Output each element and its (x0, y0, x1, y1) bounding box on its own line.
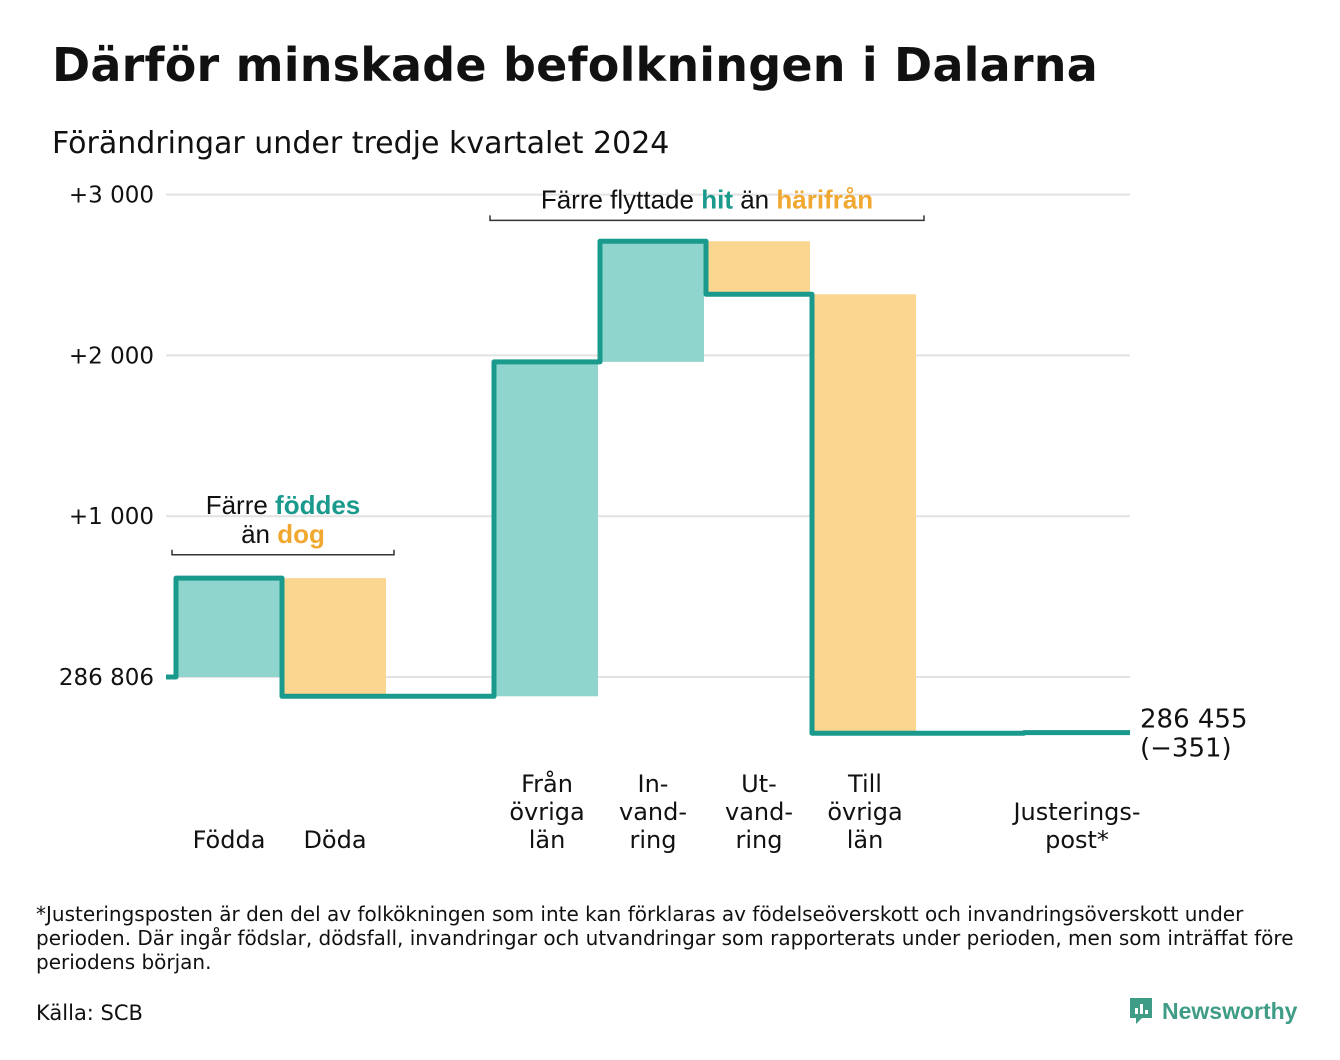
annotation-segment: än (733, 184, 776, 214)
waterfall-bar (812, 294, 916, 734)
category-label: län (529, 826, 566, 854)
y-tick-label: +1 000 (69, 504, 154, 530)
annotation-segment: Färre flyttade (541, 184, 701, 214)
final-value-label: (−351) (1140, 734, 1232, 764)
category-label: ring (736, 826, 783, 854)
source-credit: Källa: SCB (36, 1001, 143, 1025)
annotation-segment: föddes (275, 490, 360, 520)
y-tick-label: +2 000 (69, 343, 154, 369)
category-label: Födda (193, 826, 266, 854)
category-label: post* (1045, 826, 1109, 854)
category-label: övriga (827, 798, 902, 826)
brand-logo: Newsworthy (1128, 996, 1297, 1026)
category-label: Döda (303, 826, 366, 854)
chart-title: Därför minskade befolkningen i Dalarna (52, 38, 1098, 92)
category-label: Från (521, 769, 573, 798)
y-tick-label: +3 000 (69, 183, 154, 209)
step-line (166, 238, 1130, 736)
category-label: Justerings- (1011, 798, 1140, 826)
y-tick-label: 286 806 (59, 665, 154, 691)
category-label: Till (847, 770, 882, 798)
category-label: vand- (619, 798, 687, 826)
bars-layer (176, 241, 916, 734)
brand-name: Newsworthy (1162, 997, 1298, 1024)
category-label: län (847, 826, 884, 854)
category-label: ring (630, 826, 677, 854)
annotation-segment: än (241, 519, 277, 549)
waterfall-bar (706, 241, 810, 295)
annotation-segment: hit (701, 184, 733, 214)
annotation-text: än dog (241, 519, 325, 549)
step-line-layer (166, 238, 1130, 736)
waterfall-bar (600, 241, 704, 362)
annotation-text: Färre flyttade hit än härifrån (541, 184, 873, 214)
annotation-segment: Färre (206, 490, 275, 520)
annotation-bracket (489, 215, 925, 222)
waterfall-bar (494, 361, 598, 697)
final-value-label: 286 455 (1140, 705, 1248, 735)
newsworthy-logo-icon (1130, 998, 1152, 1024)
chart-subtitle: Förändringar under tredje kvartalet 2024 (52, 126, 670, 161)
annotation-bracket (171, 549, 395, 556)
annotation-segment: härifrån (776, 184, 873, 214)
category-label: Ut- (741, 770, 777, 798)
footnote: *Justeringsposten är den del av folkökni… (36, 902, 1294, 974)
waterfall-bar (176, 578, 280, 677)
waterfall-bar (282, 578, 386, 697)
annotation-text: Färre föddes (206, 490, 361, 520)
category-label: In- (638, 770, 669, 798)
category-label: vand- (725, 798, 793, 826)
annotation-segment: dog (277, 519, 325, 549)
category-label: övriga (509, 798, 584, 826)
